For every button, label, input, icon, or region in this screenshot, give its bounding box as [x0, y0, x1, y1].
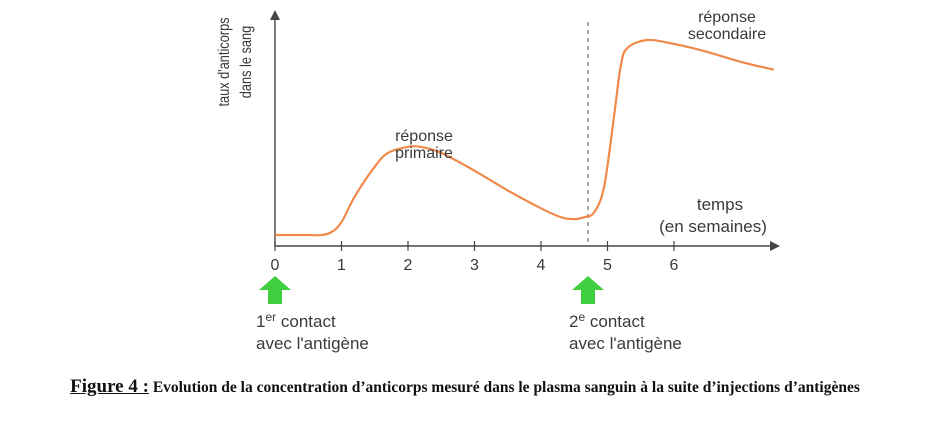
contact-number: 1 — [256, 312, 265, 331]
contact-number: 2 — [569, 312, 578, 331]
y-label-line: taux d'anticorps — [216, 17, 234, 106]
caption-text: Evolution de la concentration d’anticorp… — [152, 379, 860, 396]
contact-superscript: e — [578, 310, 585, 324]
annotation-line: primaire — [395, 145, 453, 162]
caption-label: Figure 4 : — [70, 376, 149, 397]
x-label-line: (en semaines) — [659, 217, 767, 236]
x-tick-label: 4 — [537, 257, 546, 274]
x-label-line: temps — [697, 195, 743, 214]
contact-arrow-icon — [259, 276, 291, 304]
contact-label-line1: 1er contact — [256, 310, 336, 331]
x-tick-label: 1 — [337, 257, 346, 274]
y-label-group: taux d'anticorps dans le sang — [216, 17, 256, 106]
figure-caption: Figure 4 : Evolution de la concentration… — [0, 376, 930, 398]
contact-word: contact — [276, 312, 336, 331]
contact-arrow-icon — [572, 276, 604, 304]
antibody-series-line — [275, 38, 775, 237]
annotation-line: secondaire — [688, 26, 766, 43]
contact-superscript: er — [265, 310, 276, 324]
x-ticks: 0 1 2 3 4 5 6 — [271, 241, 679, 274]
x-tick-label: 2 — [404, 257, 413, 274]
contact-word: contact — [585, 312, 645, 331]
contact-label-line2: avec l'antigène — [256, 334, 369, 353]
x-axis-label: temps (en semaines) — [659, 195, 767, 236]
contact-label-line2: avec l'antigène — [569, 334, 682, 353]
chart-axes — [270, 10, 780, 251]
x-tick-label: 6 — [670, 257, 679, 274]
annotation-line: réponse — [698, 9, 756, 26]
y-axis-label: taux d'anticorps dans le sang — [216, 17, 256, 106]
antigen-contacts: 1er contact avec l'antigène 2e contact avec… — [256, 276, 682, 353]
x-tick-label: 3 — [470, 257, 479, 274]
y-label-line: dans le sang — [238, 26, 256, 98]
contact-label-line1: 2e contact — [569, 310, 645, 331]
antibody-curve — [275, 38, 775, 237]
annotation-line: réponse — [395, 128, 453, 145]
x-tick-label: 0 — [271, 257, 280, 274]
x-tick-label: 5 — [603, 257, 612, 274]
